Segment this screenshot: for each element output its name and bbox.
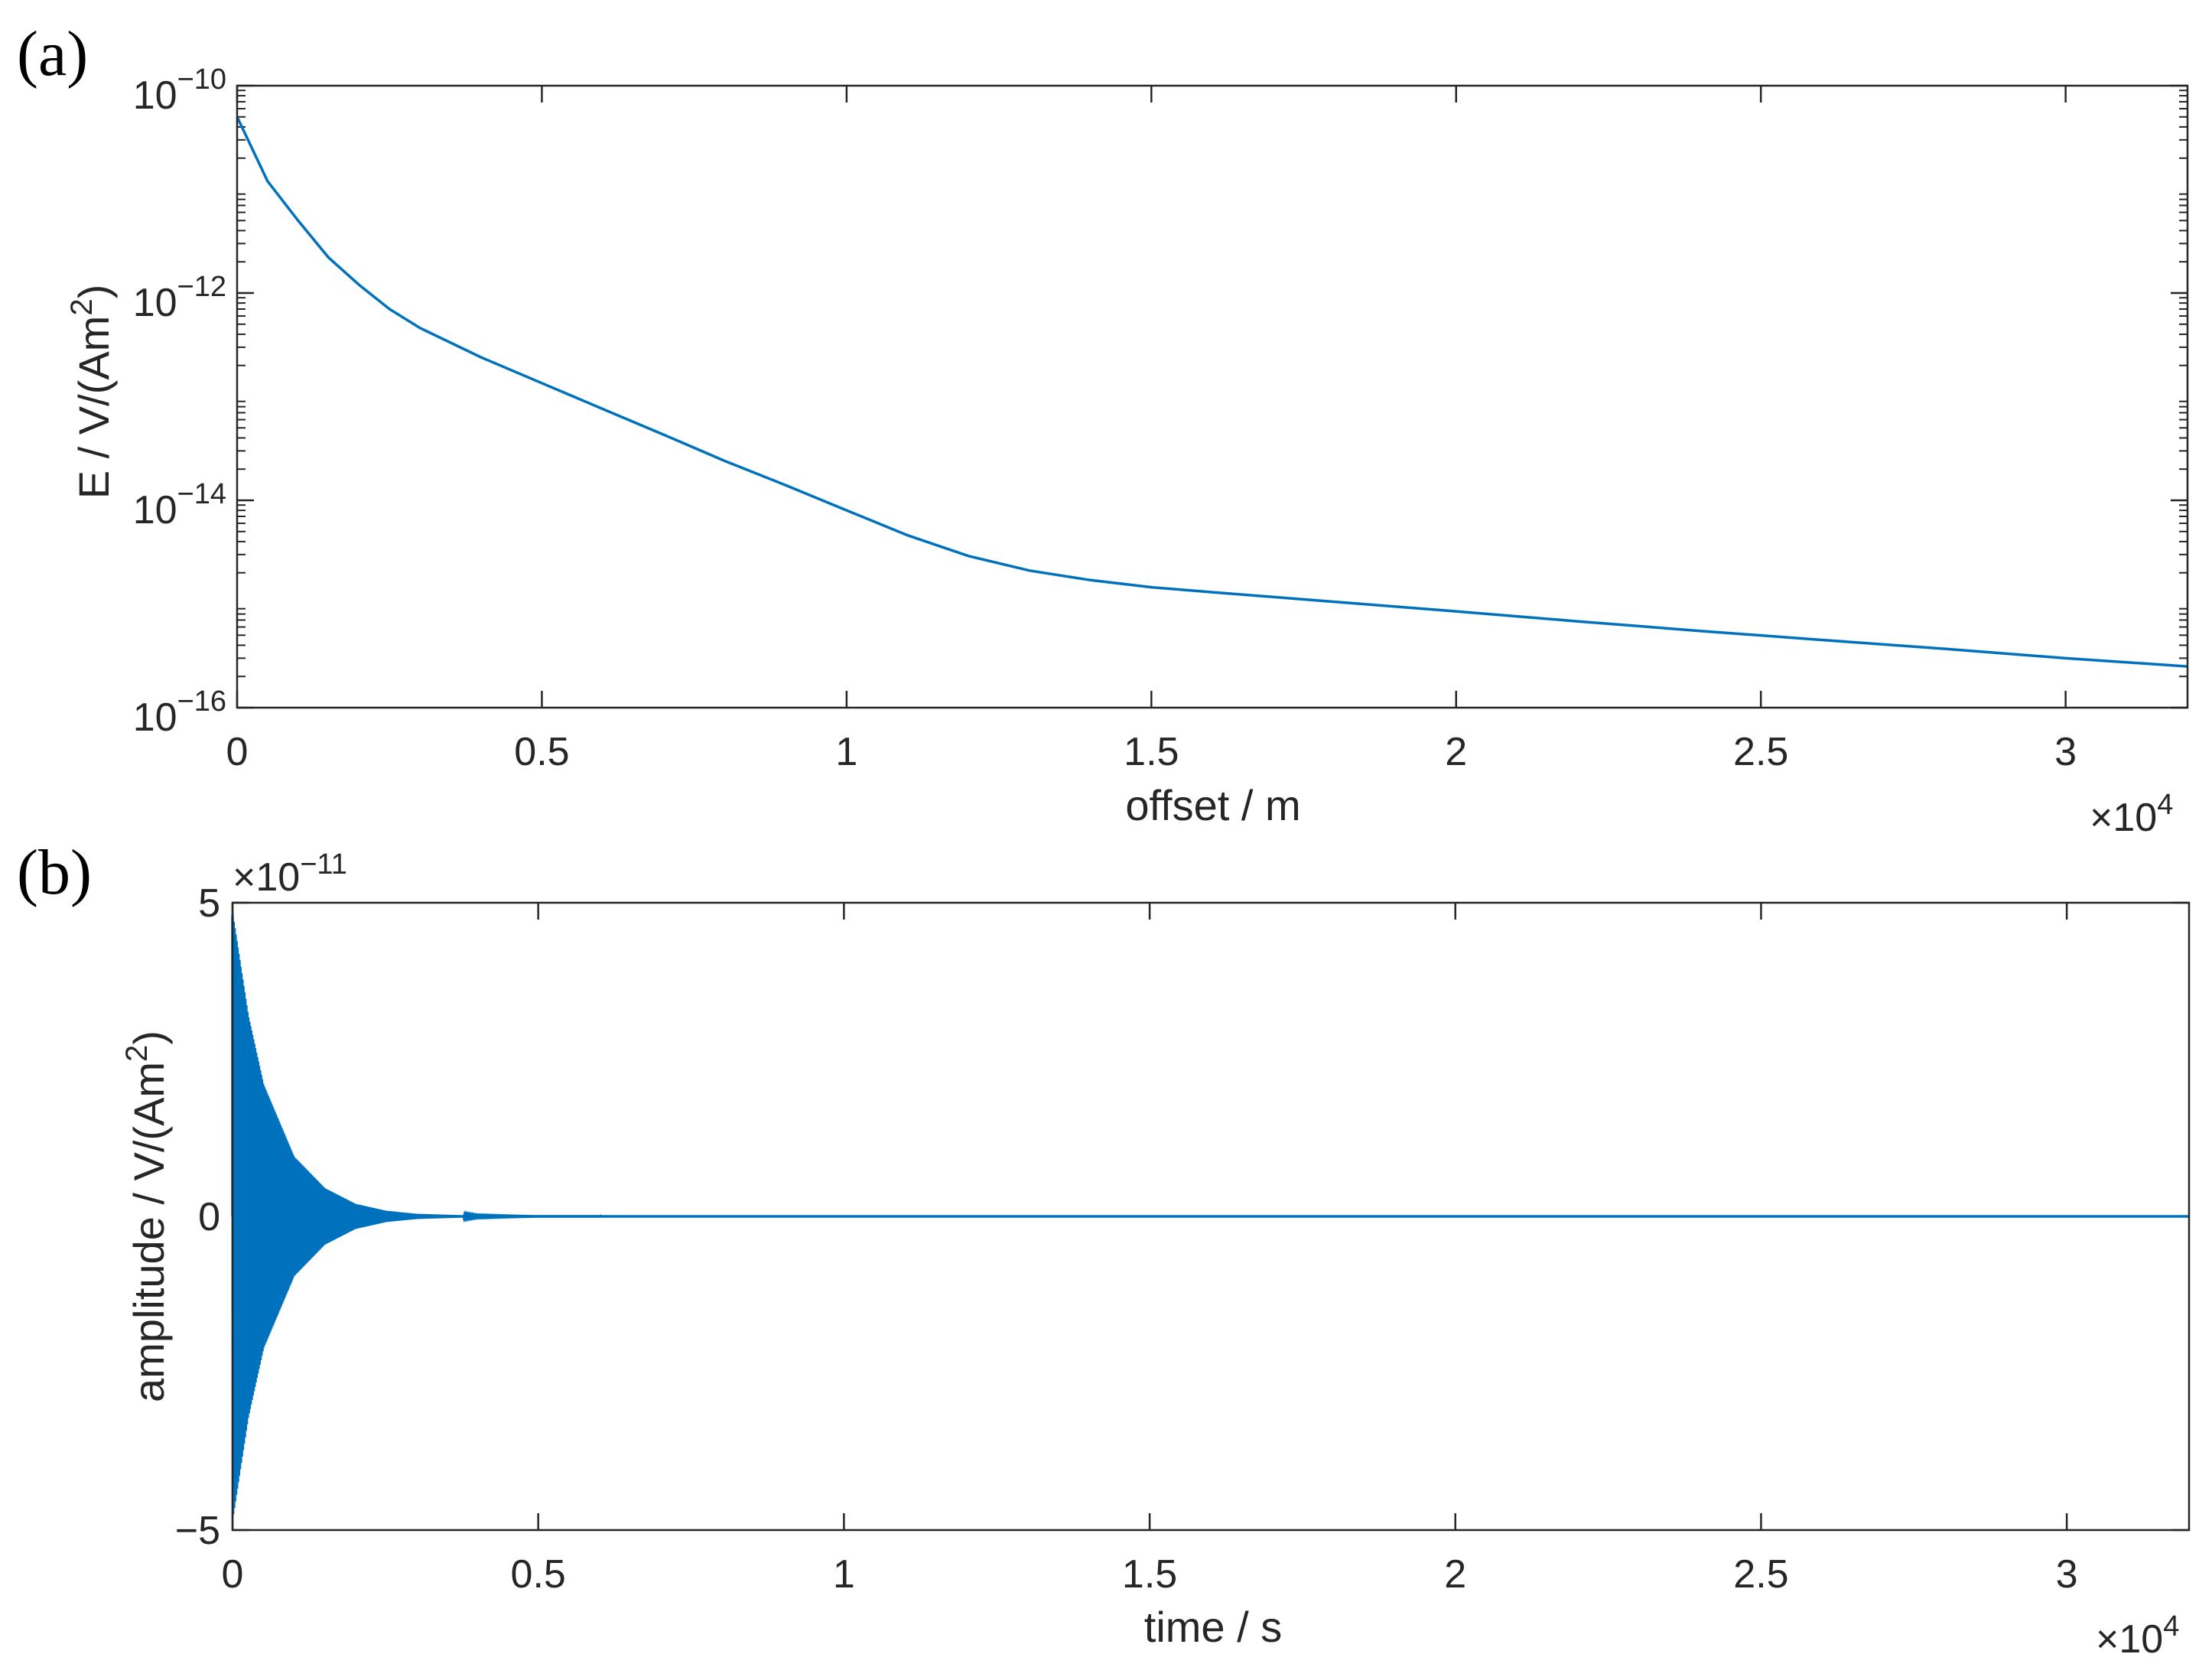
panel-b-y-tick-label: −5: [175, 1509, 220, 1553]
panel-a-y-tick-base: 10: [133, 695, 177, 740]
panel-a-x-tick-label: 2.5: [1733, 730, 1788, 774]
panel-b-y-tick-label: 0: [198, 1195, 220, 1239]
panel-a-y-tick-base: 10: [133, 73, 177, 118]
panel-b-y-label-sup: 2: [120, 1045, 154, 1062]
panel-b-x-tick-label: 0: [222, 1552, 244, 1597]
panel-a-x-multiplier: ×104: [2090, 789, 2173, 840]
panel-a-x-multiplier-base: ×10: [2090, 796, 2157, 840]
panel-a-x-tick-label: 2: [1445, 730, 1467, 774]
panel-b-y-label-main: amplitude / V/(Am: [125, 1062, 173, 1402]
panel-b-x-tick-label: 1: [833, 1552, 855, 1597]
panel-b-y-label-close: ): [125, 1030, 173, 1045]
panel-a-x-tick-label: 1: [835, 730, 857, 774]
panel-a-x-tick-label: 0: [226, 730, 249, 774]
panel-a-y-label-main: E / V/(Am: [70, 316, 118, 500]
panel-b-y-multiplier: ×10−11: [233, 848, 347, 900]
panel-b-label: (b): [17, 837, 92, 908]
panel-a-x-tick-labels: 0 0.5 1 1.5 2 2.5 3: [226, 730, 2077, 774]
panel-b-x-tick-label: 0.5: [511, 1552, 566, 1597]
panel-b-x-multiplier: ×104: [2096, 1610, 2179, 1662]
panel-b-x-tick-label: 2.5: [1733, 1552, 1788, 1597]
panel-a-y-tick-exp: −16: [177, 685, 226, 718]
panel-a-y-tick-base: 10: [133, 488, 177, 532]
panel-a-axes-box: [236, 84, 2189, 709]
panel-a-x-tick-label: 1.5: [1124, 730, 1179, 774]
panel-a-y-tick-label: 10−12: [133, 271, 226, 325]
panel-b-x-tick-label: 2: [1444, 1552, 1466, 1597]
panel-b-y-tick-label: 5: [198, 881, 220, 926]
panel-b-y-multiplier-exp: −11: [300, 848, 347, 881]
panel-a-y-label-sup: 2: [65, 298, 99, 315]
panel-b-y-multiplier-base: ×10: [233, 855, 300, 900]
panel-a-y-tick-exp: −12: [177, 271, 226, 303]
panel-a-y-tick-label: 10−10: [133, 63, 226, 118]
panel-a-x-tick-label: 3: [2054, 730, 2077, 774]
panel-b-x-tick-label: 3: [2056, 1552, 2078, 1597]
panel-a-y-tick-exp: −14: [177, 478, 226, 510]
panel-b-x-tick-labels: 0 0.5 1 1.5 2 2.5 3: [222, 1552, 2078, 1597]
panel-a-y-axis-label: E / V/(Am2): [65, 285, 118, 500]
panel-b-y-axis-label: amplitude / V/(Am2): [120, 1030, 173, 1402]
panel-a-x-tick-label: 0.5: [514, 730, 569, 774]
panel-a-series-line: [236, 116, 2188, 668]
panel-b-x-multiplier-base: ×10: [2096, 1617, 2163, 1662]
panel-b-y-tick-labels: −5 0 5: [175, 881, 220, 1553]
panel-a-y-tick-label: 10−14: [133, 478, 226, 532]
panel-a-y-label-close: ): [70, 285, 118, 299]
panel-a-label: (a): [17, 18, 88, 90]
panel-a-x-multiplier-exp: 4: [2157, 789, 2173, 821]
panel-a-x-axis-label: offset / m: [1125, 781, 1300, 829]
panel-b-x-multiplier-exp: 4: [2163, 1610, 2179, 1643]
panel-b-x-axis-label: time / s: [1144, 1603, 1282, 1651]
panel-a-ticks: [236, 84, 2188, 709]
panel-a-y-tick-base: 10: [133, 281, 177, 325]
panel-b-series-line: [231, 915, 2189, 1515]
panel-a-minor-ticks: [237, 90, 2188, 678]
panel-b: (b) 0 0.5 1 1.5 2 2.5 3 −505 time / s amplitud…: [17, 837, 2191, 1662]
panel-b-x-tick-label: 1.5: [1122, 1552, 1177, 1597]
panel-b-axes-box: [231, 901, 2191, 1532]
panel-a-y-tick-exp: −10: [177, 63, 226, 96]
panel-b-series: [231, 915, 2189, 1515]
panel-a-series: [236, 116, 2188, 668]
panel-a-y-tick-label: 10−16: [133, 685, 226, 740]
